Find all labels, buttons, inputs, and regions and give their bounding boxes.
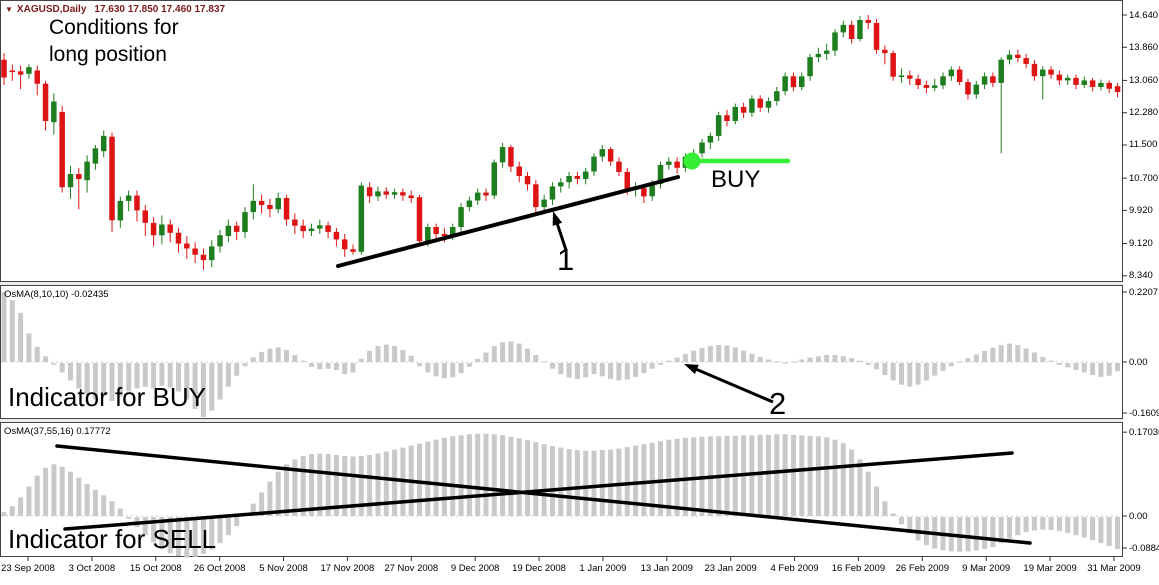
price-axis-label: 9.920 — [1129, 204, 1153, 216]
time-axis-label: 3 Oct 2008 — [68, 563, 116, 574]
osma-fast-axis-label: 0.2207 — [1129, 286, 1159, 298]
osma-slow-axis-label: 0.00 — [1129, 510, 1148, 522]
price-axis-label: 14.640 — [1129, 9, 1159, 21]
conditions-note: Conditions for long position — [49, 16, 179, 67]
indicator-buy-note: Indicator for BUY — [8, 382, 206, 412]
time-axis-label: 9 Dec 2008 — [450, 563, 500, 574]
osma-fast-axis-label: -0.1609 — [1129, 407, 1159, 419]
price-axis-label: 13.860 — [1129, 41, 1159, 53]
osma-slow-axis-label: -0.08846 — [1129, 542, 1159, 554]
time-axis-label: 16 Feb 2009 — [831, 563, 886, 574]
time-axis-label: 13 Jan 2009 — [640, 563, 693, 574]
osma-fast-label: OsMA(8,10,10) -0.02435 — [4, 289, 109, 300]
time-axis-label: 5 Nov 2008 — [259, 563, 308, 574]
osma-slow-label: OsMA(37,55,16) 0.17772 — [4, 426, 111, 437]
indicator-sell-note: Indicator for SELL — [8, 524, 217, 554]
time-axis-label: 26 Oct 2008 — [193, 563, 246, 574]
time-axis-label: 1 Jan 2009 — [579, 563, 627, 574]
time-axis-label: 15 Oct 2008 — [129, 563, 182, 574]
buy-label: BUY — [711, 166, 761, 193]
pane-separator — [0, 419, 1123, 422]
time-axis-label: 23 Sep 2008 — [1, 563, 55, 574]
time-axis-label: 31 Mar 2009 — [1087, 563, 1141, 574]
price-axis-label: 11.500 — [1129, 139, 1158, 151]
price-axis-label: 8.340 — [1129, 270, 1153, 282]
time-axis-label: 26 Feb 2009 — [895, 563, 949, 574]
time-axis-label: 27 Nov 2008 — [384, 563, 439, 574]
time-axis-label: 4 Feb 2009 — [770, 563, 819, 574]
osma-slow-axis-label: 0.17036 — [1129, 426, 1159, 438]
callout-2: 2 — [769, 386, 787, 421]
price-axis-label: 9.120 — [1129, 238, 1153, 250]
time-axis-label: 19 Mar 2009 — [1023, 563, 1077, 574]
time-axis-label: 9 Mar 2009 — [962, 563, 1011, 574]
ohlc-readout: 17.630 17.850 17.460 17.837 — [94, 4, 226, 15]
symbol-label: XAGUSD,Daily — [16, 4, 87, 15]
callout-1: 1 — [557, 242, 575, 277]
price-axis-label: 13.060 — [1129, 74, 1159, 86]
chevron-down-icon[interactable]: ▼ — [5, 5, 13, 14]
pane-separator — [0, 282, 1123, 285]
osma-fast-axis-label: 0.00 — [1129, 356, 1148, 368]
symbol-dropdown[interactable]: ▼ XAGUSD,Daily 17.630 17.850 17.460 17.837 — [5, 4, 225, 15]
time-axis-label: 23 Jan 2009 — [704, 563, 757, 574]
time-axis-label: 19 Dec 2008 — [512, 563, 566, 574]
price-axis-label: 10.700 — [1129, 172, 1159, 184]
price-axis-label: 12.280 — [1129, 107, 1159, 119]
time-axis-label: 17 Nov 2008 — [320, 563, 375, 574]
